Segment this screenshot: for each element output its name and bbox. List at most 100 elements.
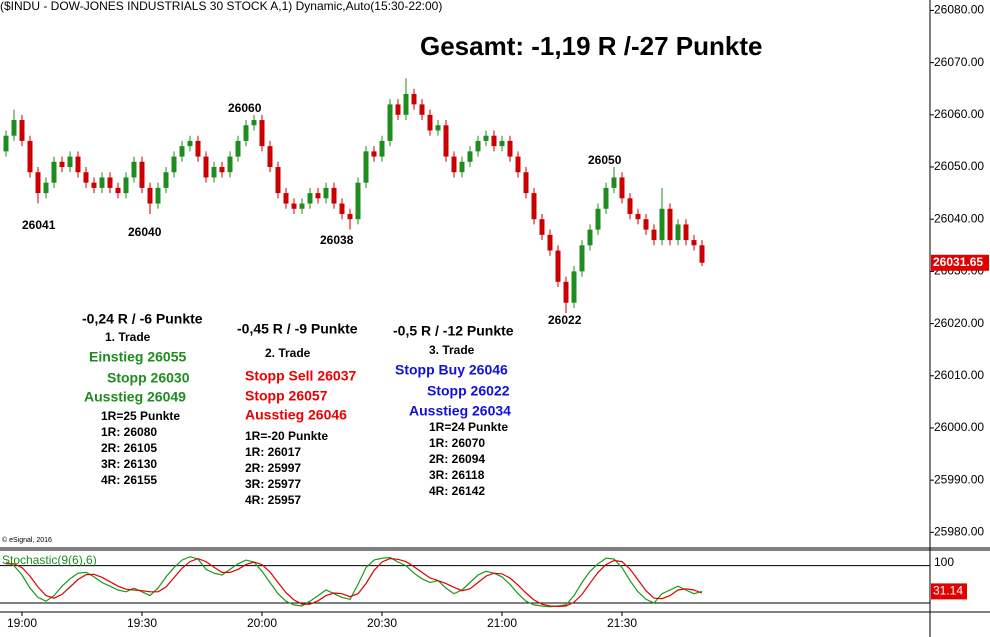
y-tick-label: 26020.00: [934, 316, 984, 330]
candle-body: [603, 187, 609, 209]
price-annotation: 26050: [588, 153, 622, 167]
candle-body: [235, 140, 241, 157]
candle-body: [379, 140, 385, 157]
x-tick-label: 21:00: [487, 616, 517, 630]
trade-note: 4R: 26155: [101, 473, 157, 487]
trade-note: 3. Trade: [429, 343, 475, 357]
candle-body: [467, 151, 473, 162]
x-tick-label: 19:30: [127, 616, 157, 630]
trade-note: Ausstieg 26034: [409, 403, 511, 419]
candle-body: [179, 146, 185, 157]
y-tick-label: 26050.00: [934, 159, 984, 173]
candle-body: [155, 187, 161, 204]
candle-body: [123, 177, 129, 194]
candle-body: [227, 156, 233, 173]
candle-body: [59, 161, 65, 168]
stochastic-line: [6, 557, 703, 608]
candle-body: [395, 104, 401, 115]
trade-note: Stopp 26022: [427, 383, 510, 399]
candle-body: [611, 177, 617, 188]
candle-body: [451, 156, 457, 173]
candle-body: [651, 229, 657, 241]
candle-body: [643, 219, 649, 230]
trade-note: 3R: 25977: [245, 477, 301, 491]
candle-body: [131, 161, 137, 178]
candle-body: [315, 193, 321, 199]
candle-body: [147, 187, 153, 204]
trade-note: Stopp Buy 26046: [395, 362, 508, 378]
candle-body: [187, 140, 193, 147]
x-tick-label: 19:00: [7, 616, 37, 630]
y-tick-label: 25980.00: [934, 525, 984, 539]
candle-body: [163, 172, 169, 188]
candle-body: [27, 140, 33, 173]
x-tick-label: 21:30: [607, 616, 637, 630]
trade-note: 4R: 25957: [245, 493, 301, 507]
candle-body: [699, 245, 705, 263]
candle-body: [83, 172, 89, 183]
trade-note: 1R: 26070: [429, 436, 485, 450]
candle-body: [483, 135, 489, 141]
trade-note: 3R: 26118: [429, 468, 485, 482]
trade-note: Stopp 26030: [107, 370, 190, 386]
candle-body: [171, 156, 177, 173]
candle-body: [243, 125, 249, 141]
last-value-label: 31.14: [933, 584, 963, 598]
candle-body: [331, 187, 337, 204]
candle-body: [267, 146, 273, 168]
candle-body: [427, 114, 433, 131]
candle-body: [307, 193, 313, 204]
candle-body: [539, 219, 545, 235]
indicator-title: Stochastic(9(6),6): [2, 553, 97, 567]
candle-body: [363, 151, 369, 183]
candle-body: [419, 104, 425, 115]
candle-body: [75, 156, 81, 173]
candle-body: [547, 234, 553, 251]
candle-body: [635, 213, 641, 220]
candle-body: [523, 172, 529, 194]
candle-body: [107, 177, 113, 188]
candle-body: [387, 104, 393, 141]
candle-body: [627, 198, 633, 214]
y-tick-label: 25990.00: [934, 472, 984, 486]
candle-body: [571, 271, 577, 303]
x-tick-label: 20:30: [367, 616, 397, 630]
price-annotation: 26041: [22, 218, 56, 232]
candle-body: [275, 167, 281, 194]
candle-body: [355, 182, 361, 220]
trade-note: Ausstieg 26049: [84, 389, 186, 405]
trade-note: 1R: 26080: [101, 425, 157, 439]
candle-body: [691, 240, 697, 246]
trade-note: 2R: 25997: [245, 461, 301, 475]
last-price-label: 26031.65: [933, 255, 983, 269]
candle-body: [371, 151, 377, 157]
candle-body: [339, 203, 345, 214]
candle-body: [299, 203, 305, 209]
y-tick-label: 26080.00: [934, 3, 984, 17]
y-tick-label: 26060.00: [934, 107, 984, 121]
price-annotation: 26040: [128, 225, 162, 239]
candle-body: [211, 167, 217, 178]
candle-body: [259, 120, 265, 147]
candle-body: [435, 125, 441, 131]
candle-body: [35, 172, 41, 194]
candle-body: [595, 208, 601, 230]
price-annotation: 26022: [548, 313, 582, 327]
candle-body: [3, 135, 9, 152]
trade-note: 3R: 26130: [101, 457, 157, 471]
candle-body: [475, 140, 481, 152]
last-price-box: [931, 254, 989, 271]
trade-note: Ausstieg 26046: [245, 407, 347, 423]
candle-body: [499, 140, 505, 147]
y-tick-label: 100: [934, 555, 954, 569]
candle-body: [19, 120, 25, 141]
candle-body: [51, 161, 57, 183]
candle-body: [291, 203, 297, 209]
trade-note: 2R: 26105: [101, 441, 157, 455]
candle-body: [459, 161, 465, 173]
trade-note: 2. Trade: [265, 346, 311, 360]
candle-body: [283, 193, 289, 204]
trade-note: -0,24 R / -6 Punkte: [82, 311, 203, 327]
candle-body: [219, 167, 225, 173]
